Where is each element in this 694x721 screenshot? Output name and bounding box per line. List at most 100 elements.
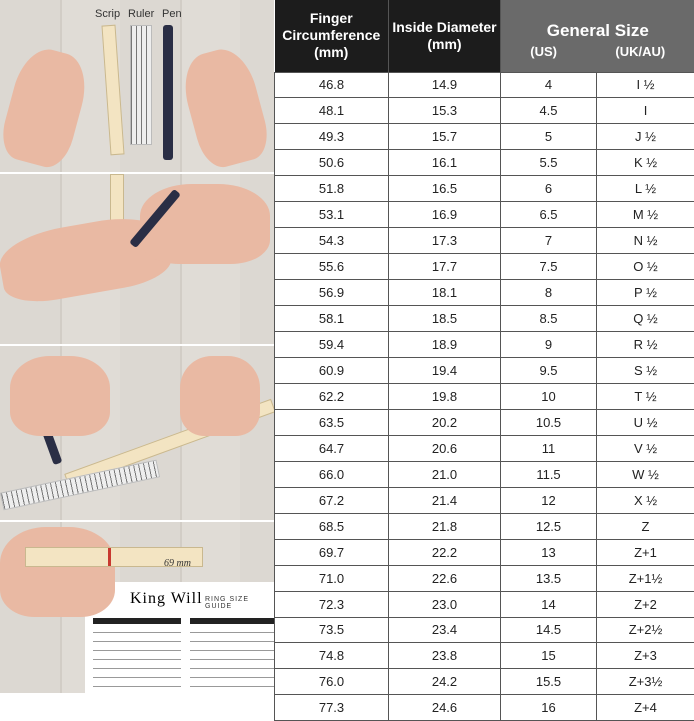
- cell-uk-size: Z+1½: [597, 565, 694, 591]
- cell-circumference: 64.7: [275, 435, 389, 461]
- cell-circumference: 48.1: [275, 98, 389, 124]
- cell-diameter: 23.8: [389, 643, 501, 669]
- hand: [0, 527, 115, 617]
- cell-diameter: 14.9: [389, 72, 501, 98]
- cell-diameter: 22.6: [389, 565, 501, 591]
- cell-circumference: 63.5: [275, 409, 389, 435]
- cell-uk-size: Z+3½: [597, 669, 694, 695]
- cell-us-size: 12: [501, 487, 597, 513]
- scrip-label: Scrip: [95, 8, 120, 20]
- cell-us-size: 8.5: [501, 306, 597, 332]
- cell-circumference: 50.6: [275, 150, 389, 176]
- brand-logo: King Will: [130, 590, 203, 608]
- header-general-size: General Size (US)(UK/AU): [501, 0, 694, 72]
- cell-uk-size: I: [597, 98, 694, 124]
- step-1-tools-panel: Scrip Ruler Pen: [0, 0, 274, 174]
- cell-diameter: 23.0: [389, 591, 501, 617]
- cell-uk-size: T ½: [597, 383, 694, 409]
- cell-circumference: 74.8: [275, 643, 389, 669]
- cell-us-size: 13.5: [501, 565, 597, 591]
- paper-strip: [101, 25, 124, 156]
- cell-diameter: 16.1: [389, 150, 501, 176]
- header-circumference: Finger Circumference (mm): [275, 0, 389, 72]
- hand: [140, 184, 270, 264]
- header-diameter: Inside Diameter (mm): [389, 0, 501, 72]
- cell-us-size: 15.5: [501, 669, 597, 695]
- cell-uk-size: U ½: [597, 409, 694, 435]
- cell-uk-size: Q ½: [597, 306, 694, 332]
- cell-us-size: 8: [501, 280, 597, 306]
- cell-us-size: 10.5: [501, 409, 597, 435]
- cell-diameter: 21.8: [389, 513, 501, 539]
- cell-diameter: 21.4: [389, 487, 501, 513]
- mark-line: [108, 548, 111, 566]
- step-3-mark-panel: [0, 346, 274, 522]
- pen-label: Pen: [162, 8, 182, 20]
- cell-circumference: 58.1: [275, 306, 389, 332]
- cell-diameter: 17.7: [389, 254, 501, 280]
- ring-size-guide-card: King Will RING SIZE GUIDE: [85, 582, 274, 695]
- measurement-note: 69 mm: [164, 558, 191, 569]
- cell-uk-size: Z+4: [597, 695, 694, 721]
- header-us: (US): [530, 43, 557, 60]
- cell-us-size: 5: [501, 124, 597, 150]
- cell-circumference: 71.0: [275, 565, 389, 591]
- cell-circumference: 59.4: [275, 332, 389, 358]
- cell-us-size: 7.5: [501, 254, 597, 280]
- cell-diameter: 18.9: [389, 332, 501, 358]
- cell-us-size: 11.5: [501, 461, 597, 487]
- cell-diameter: 23.4: [389, 617, 501, 643]
- cell-circumference: 55.6: [275, 254, 389, 280]
- cell-uk-size: N ½: [597, 228, 694, 254]
- cell-us-size: 5.5: [501, 150, 597, 176]
- step-2-wrap-panel: [0, 174, 274, 346]
- ring-size-table: Finger Circumference (mm) Inside Diamete…: [274, 0, 694, 721]
- cell-diameter: 18.5: [389, 306, 501, 332]
- cell-circumference: 77.3: [275, 695, 389, 721]
- cell-diameter: 20.2: [389, 409, 501, 435]
- cell-diameter: 18.1: [389, 280, 501, 306]
- cell-uk-size: R ½: [597, 332, 694, 358]
- cell-circumference: 60.9: [275, 357, 389, 383]
- cell-uk-size: K ½: [597, 150, 694, 176]
- cell-circumference: 54.3: [275, 228, 389, 254]
- cell-diameter: 24.6: [389, 695, 501, 721]
- cell-us-size: 4.5: [501, 98, 597, 124]
- cell-diameter: 16.5: [389, 176, 501, 202]
- cell-diameter: 21.0: [389, 461, 501, 487]
- cell-circumference: 49.3: [275, 124, 389, 150]
- ruler-label: Ruler: [128, 8, 154, 20]
- step-4-measure-panel: King Will RING SIZE GUIDE 69 mm: [0, 522, 274, 695]
- guide-subtitle: RING SIZE GUIDE: [205, 596, 274, 610]
- cell-circumference: 53.1: [275, 202, 389, 228]
- cell-circumference: 56.9: [275, 280, 389, 306]
- left-hand: [0, 43, 94, 172]
- cell-us-size: 10: [501, 383, 597, 409]
- cell-circumference: 68.5: [275, 513, 389, 539]
- cell-us-size: 15: [501, 643, 597, 669]
- cell-diameter: 19.8: [389, 383, 501, 409]
- cell-uk-size: I ½: [597, 72, 694, 98]
- cell-us-size: 14: [501, 591, 597, 617]
- cell-circumference: 76.0: [275, 669, 389, 695]
- ruler: [130, 25, 152, 145]
- cell-uk-size: J ½: [597, 124, 694, 150]
- cell-uk-size: Z+1: [597, 539, 694, 565]
- cell-us-size: 16: [501, 695, 597, 721]
